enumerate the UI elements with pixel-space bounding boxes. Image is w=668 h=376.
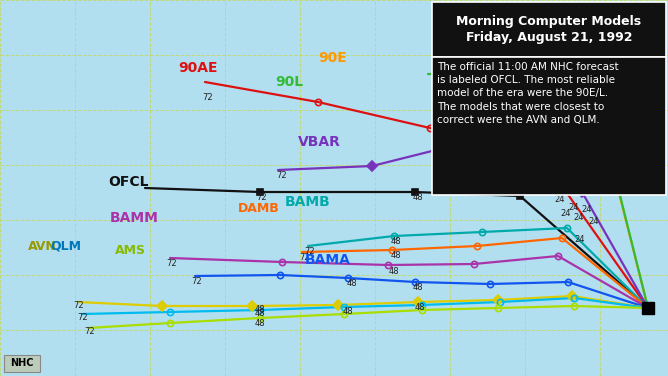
- Text: BAMB: BAMB: [285, 195, 331, 209]
- Text: 24: 24: [589, 217, 599, 226]
- Text: 48: 48: [413, 194, 424, 203]
- Text: 24: 24: [582, 206, 593, 214]
- Text: NHC: NHC: [10, 358, 34, 368]
- Text: BAMM: BAMM: [110, 211, 159, 225]
- Text: AVN: AVN: [28, 240, 57, 253]
- Text: 72: 72: [167, 259, 177, 268]
- Text: 90E: 90E: [318, 51, 347, 65]
- Text: 48: 48: [391, 252, 401, 261]
- Text: 24: 24: [560, 209, 571, 217]
- Text: 48: 48: [413, 282, 424, 291]
- Text: 24: 24: [554, 196, 565, 205]
- Text: 48: 48: [415, 303, 426, 312]
- Text: 24: 24: [574, 235, 585, 244]
- Text: 72: 72: [202, 94, 213, 103]
- Bar: [432, 2, 666, 57]
- Text: 72: 72: [73, 300, 84, 309]
- Bar: [432, 57, 666, 195]
- Text: Morning Computer Models
Friday, August 21, 1992: Morning Computer Models Friday, August 2…: [456, 15, 641, 44]
- Text: 72: 72: [85, 327, 96, 337]
- Text: 72: 72: [257, 194, 267, 203]
- Text: The official 11:00 AM NHC forecast
is labeled OFCL. The most reliable
model of t: The official 11:00 AM NHC forecast is la…: [437, 62, 619, 125]
- Text: 48: 48: [441, 150, 452, 159]
- Text: 24: 24: [568, 203, 579, 211]
- Text: AMS: AMS: [115, 244, 146, 256]
- Text: OFCL: OFCL: [108, 175, 148, 189]
- Text: 90AE: 90AE: [178, 61, 218, 75]
- Text: VBAR: VBAR: [298, 135, 341, 149]
- Text: 90L: 90L: [275, 75, 303, 89]
- Text: 72: 72: [277, 171, 287, 180]
- Text: 48: 48: [255, 305, 265, 314]
- Text: 24: 24: [574, 214, 584, 223]
- Text: 48: 48: [465, 73, 476, 82]
- Text: 43: 43: [469, 64, 480, 73]
- Text: 72: 72: [300, 253, 311, 262]
- Text: 48: 48: [389, 267, 399, 276]
- Text: 72: 72: [192, 277, 202, 287]
- Text: 72: 72: [77, 314, 88, 323]
- Text: DAMB: DAMB: [238, 202, 280, 214]
- Text: 48: 48: [255, 309, 265, 318]
- Text: 48: 48: [343, 308, 353, 317]
- Text: 48: 48: [511, 77, 521, 86]
- Text: 72: 72: [305, 247, 315, 256]
- Text: 48: 48: [495, 80, 505, 89]
- Text: 48: 48: [347, 279, 357, 288]
- Text: 48: 48: [391, 238, 401, 247]
- Bar: [4, 355, 40, 372]
- Text: BAMA: BAMA: [305, 253, 351, 267]
- Text: QLM: QLM: [50, 240, 81, 253]
- Text: 48: 48: [255, 320, 265, 329]
- Text: 49: 49: [482, 71, 492, 80]
